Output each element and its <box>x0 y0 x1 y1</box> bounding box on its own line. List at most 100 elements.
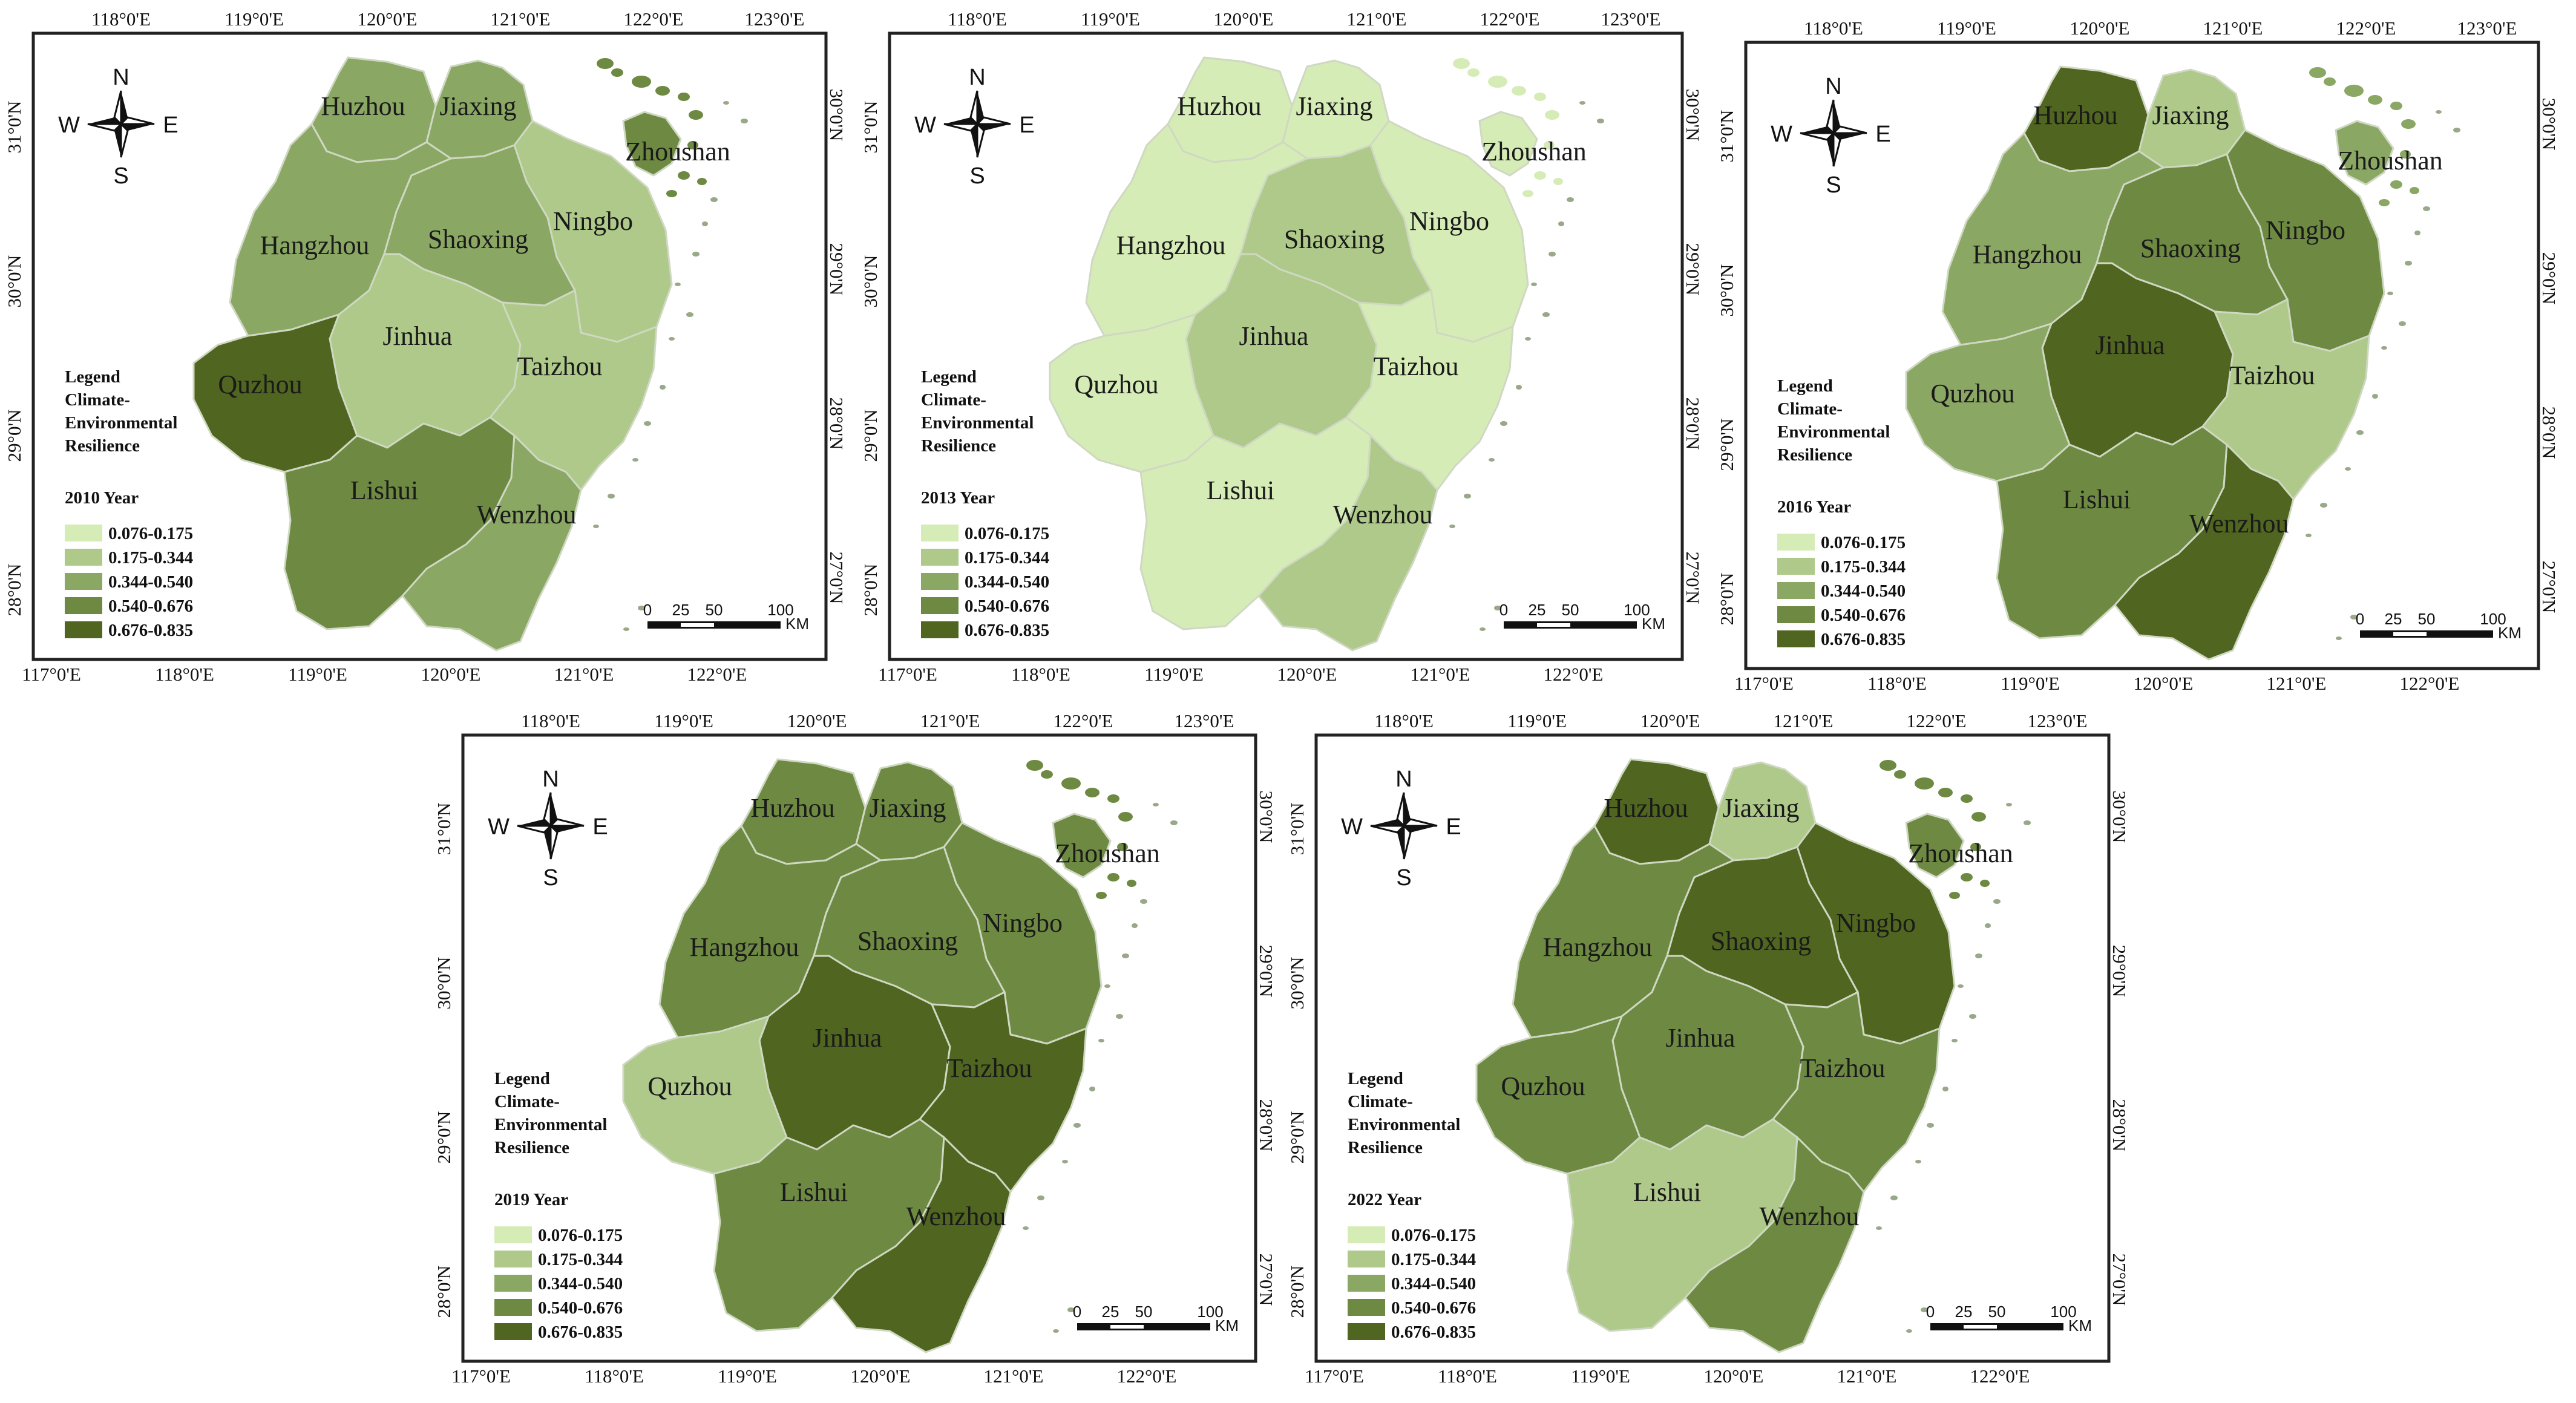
province-map <box>1049 56 1604 652</box>
city-label-hangzhou: Hangzhou <box>1543 932 1653 962</box>
lon-tick-bottom: 120°0'E <box>851 1365 911 1387</box>
legend-title-line: Legend <box>494 1069 550 1088</box>
lon-tick-top: 120°0'E <box>2070 18 2130 39</box>
legend-swatch <box>1777 630 1815 647</box>
islet <box>1975 953 1982 958</box>
islet <box>2423 206 2430 211</box>
legend-swatch <box>921 525 959 541</box>
lon-tick-top: 120°0'E <box>1640 710 1700 731</box>
islet <box>1489 458 1495 462</box>
islet <box>638 606 645 610</box>
map-svg: 118°0'E 119°0'E 120°0'E 121°0'E 122°0'E 123°0… <box>860 8 1703 685</box>
scale-label: 0 <box>1499 601 1508 619</box>
city-label-wenzhou: Wenzhou <box>1332 500 1432 529</box>
legend-swatch <box>1348 1299 1385 1316</box>
legend-swatch <box>65 525 102 541</box>
map-svg: 118°0'E 119°0'E 120°0'E 121°0'E 122°0'E 123°0… <box>1286 710 2130 1387</box>
scale-label: 100 <box>1624 601 1650 619</box>
region-wenzhou <box>401 433 582 652</box>
legend-swatch <box>65 549 102 566</box>
islet <box>608 494 615 499</box>
lon-tick-bottom: 117°0'E <box>22 664 81 685</box>
lon-tick-top: 122°0'E <box>624 8 684 30</box>
scale-label: 50 <box>1562 601 1579 619</box>
islet <box>1876 1226 1882 1230</box>
islet <box>702 221 708 226</box>
lon-tick-top: 123°0'E <box>2457 18 2517 39</box>
lon-tick-bottom: 121°0'E <box>2267 673 2327 694</box>
lon-tick-bottom: 118°0'E <box>1867 673 1927 694</box>
lat-tick-right: 29°0'N <box>1256 945 1277 998</box>
city-label-zhoushan: Zhoushan <box>2338 146 2443 175</box>
lat-tick-right: 27°0'N <box>1256 1254 1277 1306</box>
lat-tick-right: 27°0'N <box>1682 552 1703 604</box>
city-label-lishui: Lishui <box>780 1177 848 1207</box>
legend-title-line: Resilience <box>1348 1138 1423 1157</box>
islet <box>1073 1123 1081 1128</box>
lat-tick-right: 29°0'N <box>1682 243 1703 296</box>
lon-tick-top: 118°0'E <box>1374 710 1434 731</box>
zhoushan-island <box>597 58 614 69</box>
lat-tick-left: 28°0'N <box>4 564 25 616</box>
legend-class-label: 0.344-0.540 <box>1391 1274 1476 1293</box>
legend-class-label: 0.076-0.175 <box>538 1226 623 1245</box>
zhoushan-island <box>1970 843 1981 851</box>
legend-class-label: 0.076-0.175 <box>108 524 193 543</box>
legend-swatch <box>1777 558 1815 575</box>
zhoushan-island <box>1453 58 1470 69</box>
zhoushan-island <box>2324 77 2336 86</box>
islet <box>1921 1307 1928 1312</box>
zhoushan-island <box>655 86 670 96</box>
lon-tick-bottom: 119°0'E <box>288 664 347 685</box>
lon-tick-bottom: 118°0'E <box>1438 1365 1497 1387</box>
zhoushan-island <box>1522 190 1533 197</box>
lon-tick-bottom: 122°0'E <box>2400 673 2460 694</box>
lon-tick-bottom: 120°0'E <box>421 664 481 685</box>
islet <box>1525 337 1531 341</box>
legend-swatch <box>921 621 959 638</box>
legend-title-line: Environmental <box>1777 422 1890 442</box>
legend-class-label: 0.076-0.175 <box>965 524 1049 543</box>
scale-unit: KM <box>2068 1316 2092 1335</box>
zhoushan-island <box>611 68 623 77</box>
zhoushan-island <box>678 171 690 180</box>
city-label-taizhou: Taizhou <box>946 1053 1032 1083</box>
city-label-zhoushan: Zhoushan <box>1908 839 2013 868</box>
islet <box>1132 923 1138 928</box>
islet <box>2356 430 2364 435</box>
region-wenzhou <box>1257 433 1438 652</box>
lon-tick-top: 123°0'E <box>745 8 805 30</box>
lon-tick-bottom: 120°0'E <box>1277 664 1337 685</box>
legend-class-label: 0.676-0.835 <box>538 1323 623 1342</box>
scale-label: 100 <box>1197 1303 1223 1321</box>
lat-tick-right: 30°0'N <box>2109 791 2130 843</box>
region-wenzhou <box>2114 442 2295 661</box>
zhoushan-island <box>1894 770 1906 779</box>
zhoushan-island <box>1041 770 1053 779</box>
zhoushan-island <box>666 190 677 197</box>
islet <box>2436 110 2442 114</box>
zhoushan-island <box>1534 93 1546 101</box>
islet <box>2345 467 2351 471</box>
map-panel-2016: 118°0'E 119°0'E 120°0'E 121°0'E 122°0'E 123°0… <box>1712 9 2560 694</box>
map-svg: 118°0'E 119°0'E 120°0'E 121°0'E 122°0'E 123°0… <box>1716 18 2560 694</box>
city-label-wenzhou: Wenzhou <box>906 1202 1006 1231</box>
zhoushan-island <box>632 76 651 88</box>
city-label-shaoxing: Shaoxing <box>428 224 528 254</box>
legend-title-line: Legend <box>921 367 977 387</box>
compass-e: E <box>1875 122 1890 147</box>
lon-tick-bottom: 118°0'E <box>155 664 214 685</box>
city-label-hangzhou: Hangzhou <box>1973 240 2082 269</box>
scale-label: 100 <box>2480 610 2506 628</box>
zhoushan-island <box>1961 873 1973 881</box>
lon-tick-bottom: 118°0'E <box>1011 664 1070 685</box>
compass-s: S <box>1826 172 1841 198</box>
scale-label: 25 <box>1102 1303 1119 1321</box>
zhoushan-island <box>1467 68 1480 77</box>
city-label-taizhou: Taizhou <box>2229 361 2315 390</box>
compass-e: E <box>592 814 608 840</box>
lon-tick-top: 123°0'E <box>1175 710 1234 731</box>
islet <box>1023 1226 1029 1230</box>
region-taizhou <box>2201 298 2370 501</box>
zhoushan-island <box>2390 102 2402 110</box>
